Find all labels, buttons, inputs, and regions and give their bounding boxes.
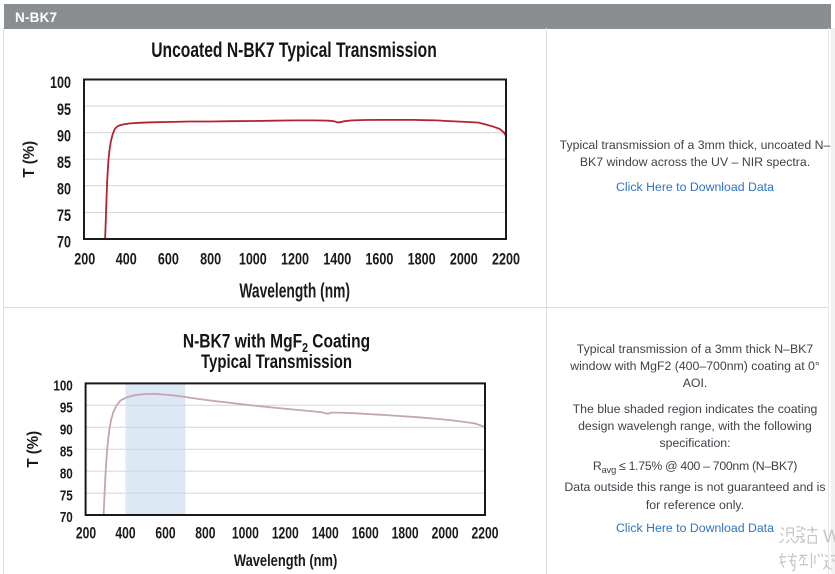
- svg-text:75: 75: [60, 487, 73, 503]
- svg-text:W: W: [823, 526, 835, 547]
- svg-text:1000: 1000: [239, 250, 267, 269]
- svg-text:70: 70: [57, 233, 71, 252]
- svg-text:95: 95: [57, 100, 71, 119]
- svg-text:800: 800: [200, 250, 221, 269]
- svg-text:600: 600: [155, 525, 175, 543]
- svg-text:1200: 1200: [272, 525, 299, 543]
- svg-text:2000: 2000: [432, 525, 459, 543]
- svg-text:Uncoated N-BK7 Typical Transmi: Uncoated N-BK7 Typical Transmission: [151, 38, 436, 62]
- svg-text:200: 200: [74, 250, 95, 269]
- svg-text:600: 600: [158, 250, 179, 269]
- svg-text:400: 400: [116, 250, 137, 269]
- svg-text:95: 95: [60, 399, 73, 415]
- svg-text:1000: 1000: [232, 525, 259, 543]
- svg-text:T (%): T (%): [25, 431, 42, 468]
- svg-text:400: 400: [115, 525, 135, 543]
- svg-text:T (%): T (%): [21, 141, 38, 178]
- svg-text:2200: 2200: [492, 250, 520, 269]
- svg-text:1400: 1400: [323, 250, 351, 269]
- svg-text:800: 800: [195, 525, 215, 543]
- svg-text:85: 85: [60, 443, 73, 459]
- svg-text:Wavelength (nm): Wavelength (nm): [234, 551, 337, 570]
- svg-text:90: 90: [57, 127, 71, 146]
- svg-text:2000: 2000: [450, 250, 478, 269]
- svg-text:1800: 1800: [392, 525, 419, 543]
- svg-text:N-BK7 with MgF2 Coating: N-BK7 with MgF2 Coating: [183, 330, 370, 355]
- svg-text:85: 85: [57, 153, 71, 172]
- svg-text:70: 70: [60, 509, 73, 525]
- svg-text:1400: 1400: [312, 525, 339, 543]
- svg-text:200: 200: [76, 525, 96, 543]
- svg-text:2200: 2200: [472, 525, 499, 543]
- svg-text:1600: 1600: [352, 525, 379, 543]
- svg-text:100: 100: [53, 377, 72, 393]
- svg-text:Wavelength (nm): Wavelength (nm): [239, 279, 350, 302]
- svg-text:80: 80: [60, 465, 73, 481]
- svg-text:90: 90: [60, 421, 73, 437]
- svg-text:100: 100: [50, 73, 71, 92]
- svg-text:80: 80: [57, 180, 71, 199]
- svg-text:Typical Transmission: Typical Transmission: [201, 350, 352, 372]
- svg-text:1800: 1800: [408, 250, 436, 269]
- svg-text:1600: 1600: [365, 250, 393, 269]
- svg-text:75: 75: [57, 206, 71, 225]
- svg-text:1200: 1200: [281, 250, 309, 269]
